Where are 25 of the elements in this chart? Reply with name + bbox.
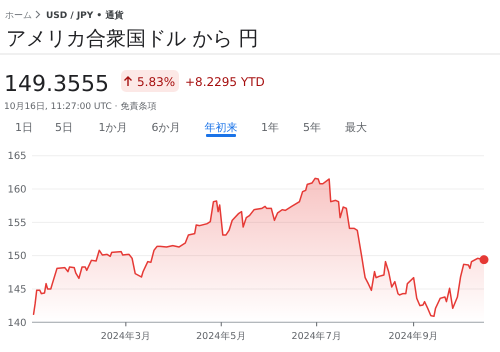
text: 5年 xyxy=(303,121,321,134)
x-tick-label: 2024年9月 xyxy=(388,330,439,342)
y-tick-label: 165 xyxy=(7,151,27,162)
y-tick-label: 150 xyxy=(7,251,27,262)
y-tick-label: 155 xyxy=(7,218,27,229)
title: アメリカ合衆国ドル から 円 xyxy=(6,26,259,50)
text: 5日 xyxy=(55,121,73,134)
x-tick-label: 2024年5月 xyxy=(196,330,246,342)
text: +8.2295 YTD xyxy=(185,75,265,89)
y-tick-label: 160 xyxy=(7,184,27,196)
text: 最大 xyxy=(345,121,367,134)
x-tick-label: 2024年3月 xyxy=(100,330,151,342)
x-tick-label: 2024年7月 xyxy=(292,330,342,342)
y-tick-label: 140 xyxy=(7,318,27,329)
text: 149.3555 xyxy=(4,72,109,97)
text: 6か月 xyxy=(152,121,180,134)
text: 5.83% xyxy=(137,75,176,89)
text: 1日 xyxy=(15,121,33,134)
y-tick-label: 145 xyxy=(7,284,27,296)
text: ホーム xyxy=(5,11,32,21)
text: USD / JPY • 通貨 xyxy=(46,10,124,21)
text: 1年 xyxy=(261,121,279,134)
text: 年初来 xyxy=(204,121,238,134)
text: 1か月 xyxy=(98,121,128,134)
text: 10月16日, 11:27:00 UTC · 免責条項 xyxy=(4,101,156,112)
